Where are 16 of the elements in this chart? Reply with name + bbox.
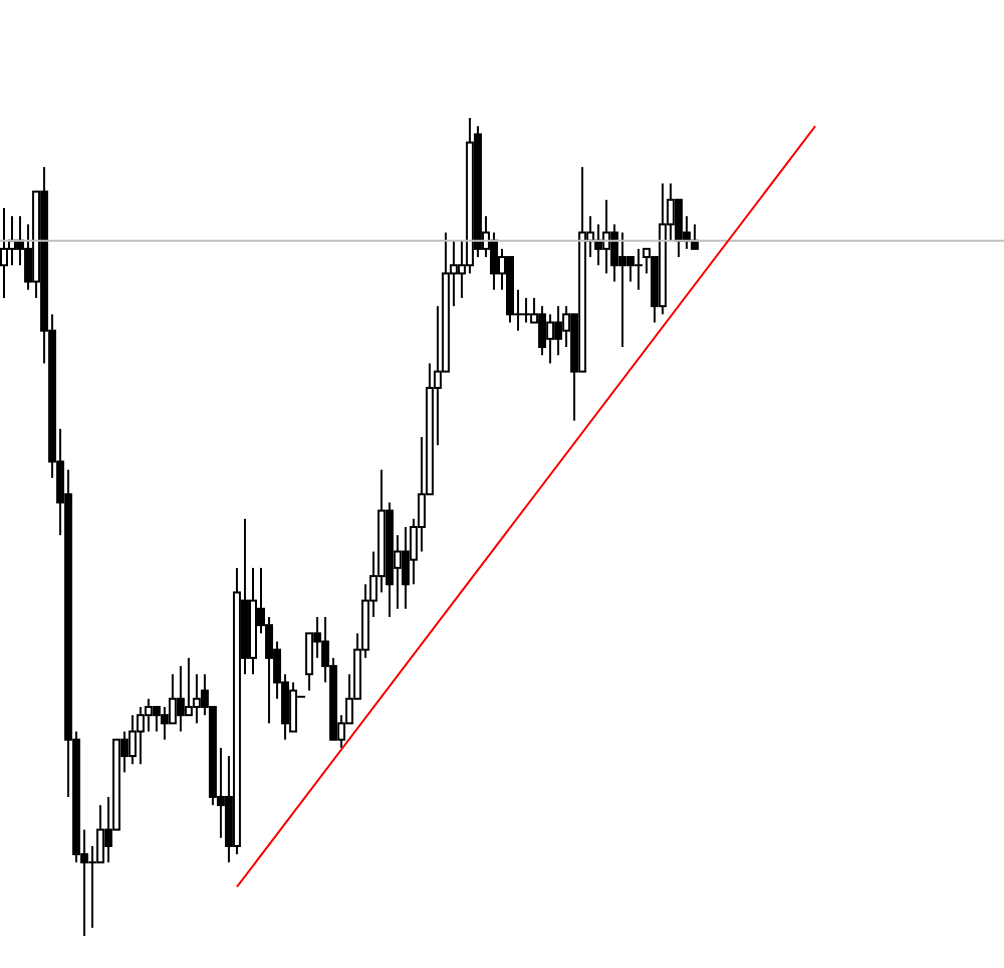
candlestick <box>128 714 137 766</box>
candlestick <box>618 231 627 349</box>
candlestick <box>538 305 547 357</box>
candlestick <box>160 705 169 741</box>
candlestick <box>633 247 644 291</box>
candlestick <box>521 296 532 324</box>
candlestick <box>176 665 185 733</box>
candlestick <box>289 681 298 733</box>
candlestick <box>626 256 635 283</box>
candlestick <box>152 705 161 733</box>
candlestick <box>554 305 563 357</box>
candlestick <box>401 526 410 610</box>
candlestick <box>136 705 145 766</box>
candlestick <box>546 313 555 365</box>
candlestick <box>184 656 193 717</box>
candlestick <box>602 198 611 275</box>
